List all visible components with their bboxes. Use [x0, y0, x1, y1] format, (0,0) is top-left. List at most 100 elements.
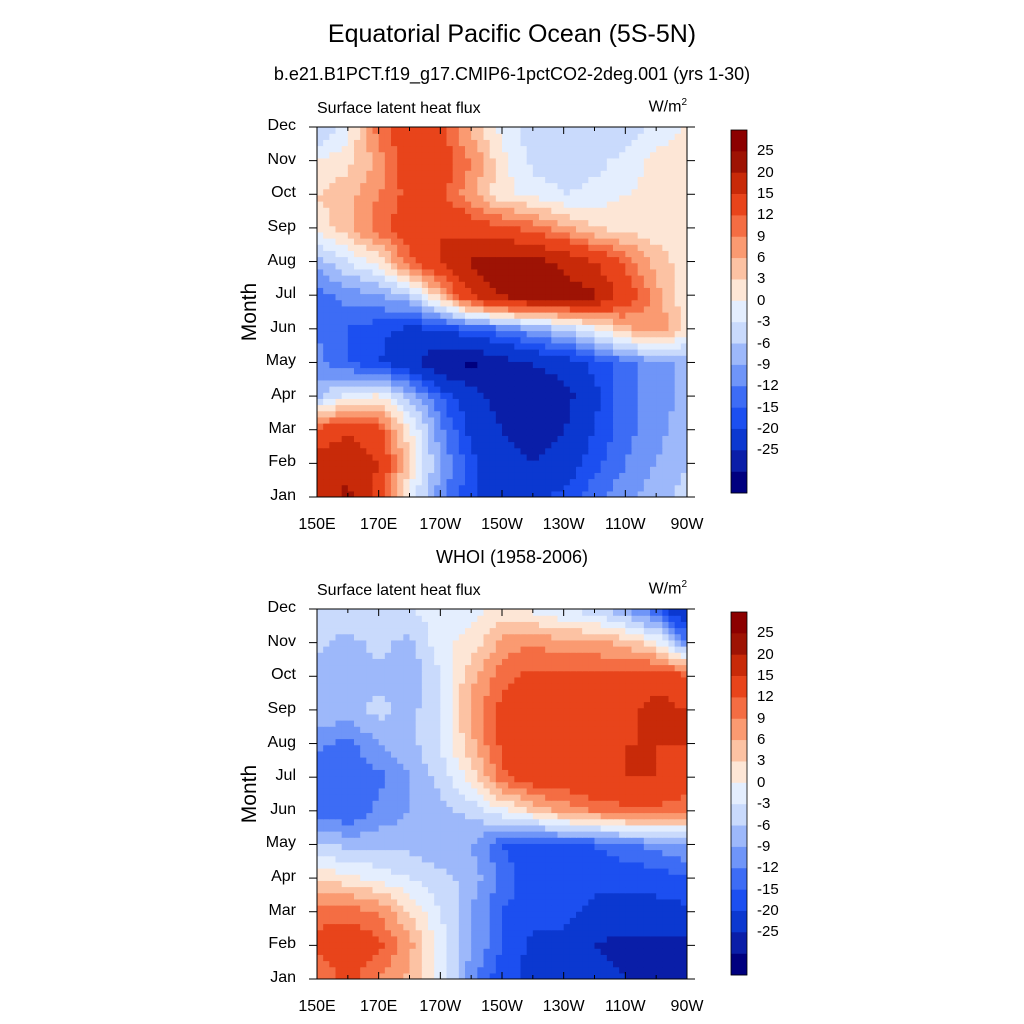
- heatmap-cell: [360, 176, 367, 184]
- heatmap-cell: [594, 460, 602, 467]
- heatmap-cell: [347, 342, 355, 350]
- heatmap-cell: [662, 225, 670, 233]
- heatmap-cell: [409, 231, 417, 239]
- heatmap-cell: [471, 225, 478, 233]
- heatmap-cell: [391, 855, 398, 863]
- heatmap-cell: [508, 868, 515, 875]
- heatmap-cell: [335, 299, 343, 307]
- heatmap-cell: [440, 367, 448, 375]
- heatmap-cell: [489, 880, 497, 888]
- heatmap-cell: [545, 176, 552, 184]
- heatmap-cell: [508, 460, 515, 467]
- heatmap-cell: [650, 164, 657, 171]
- heatmap-cell: [495, 429, 503, 436]
- heatmap-cell: [354, 207, 361, 214]
- heatmap-cell: [384, 194, 392, 202]
- heatmap-cell: [674, 127, 682, 134]
- heatmap-cell: [576, 312, 583, 319]
- heatmap-cell: [317, 935, 324, 943]
- heatmap-cell: [495, 318, 503, 325]
- heatmap-cell: [625, 275, 633, 282]
- heatmap-cell: [557, 256, 565, 264]
- heatmap-cell: [489, 453, 497, 461]
- heatmap-cell: [650, 275, 657, 282]
- heatmap-cell: [317, 929, 324, 937]
- heatmap-cell: [341, 868, 349, 875]
- heatmap-cell: [440, 416, 448, 424]
- heatmap-cell: [477, 250, 485, 258]
- heatmap-cell: [606, 207, 614, 214]
- heatmap-cell: [588, 466, 596, 473]
- heatmap-cell: [582, 355, 589, 362]
- heatmap-cell: [403, 416, 411, 424]
- heatmap-cell: [397, 911, 404, 918]
- heatmap-cell: [637, 874, 645, 881]
- heatmap-cell: [391, 207, 398, 214]
- heatmap-cell: [520, 133, 528, 140]
- heatmap-cell: [428, 972, 435, 979]
- heatmap-cell: [409, 416, 417, 424]
- heatmap-cell: [557, 355, 565, 362]
- heatmap-cell: [366, 929, 374, 937]
- heatmap-cell: [637, 324, 645, 332]
- heatmap-cell: [588, 423, 596, 430]
- heatmap-cell: [539, 386, 546, 393]
- heatmap-cell: [563, 447, 571, 455]
- heatmap-cell: [520, 478, 528, 486]
- heatmap-cell: [317, 225, 324, 233]
- heatmap-cell: [643, 305, 651, 313]
- heatmap-cell: [520, 966, 528, 974]
- heatmap-cell: [341, 966, 349, 974]
- heatmap-cell: [680, 139, 687, 147]
- heatmap-cell: [594, 855, 602, 863]
- heatmap-cell: [625, 917, 633, 925]
- heatmap-cell: [662, 256, 670, 264]
- heatmap-cell: [366, 917, 374, 925]
- heatmap-cell: [588, 157, 596, 165]
- heatmap-cell: [335, 250, 343, 258]
- heatmap-cell: [329, 145, 337, 153]
- heatmap-cell: [317, 367, 324, 375]
- heatmap-cell: [495, 472, 503, 480]
- heatmap-cell: [674, 225, 682, 233]
- heatmap-cell: [576, 898, 583, 906]
- heatmap-cell: [360, 460, 367, 467]
- heatmap-cell: [613, 287, 620, 295]
- heatmap-cell: [378, 250, 386, 258]
- heatmap-cell: [606, 386, 614, 393]
- heatmap-cell: [397, 404, 404, 412]
- heatmap-cell: [372, 176, 380, 184]
- heatmap-cell: [354, 892, 361, 900]
- heatmap-cell: [532, 305, 540, 313]
- heatmap-cell: [680, 194, 687, 202]
- heatmap-cell: [366, 490, 374, 497]
- heatmap-cell: [643, 287, 651, 295]
- heatmap-cell: [569, 484, 577, 492]
- heatmap-cell: [329, 330, 337, 338]
- heatmap-cell: [563, 386, 571, 393]
- heatmap-cell: [458, 225, 466, 233]
- heatmap-cell: [563, 948, 571, 955]
- heatmap-cell: [619, 305, 626, 313]
- heatmap-cell: [662, 250, 670, 258]
- colorbar-box: [731, 300, 747, 323]
- heatmap-cell: [662, 484, 670, 492]
- heatmap-cell: [495, 935, 503, 943]
- heatmap-cell: [434, 843, 441, 851]
- heatmap-cell: [471, 330, 478, 338]
- heatmap-cell: [680, 966, 687, 974]
- heatmap-cell: [502, 954, 509, 962]
- heatmap-cell: [656, 157, 663, 165]
- heatmap-cell: [329, 293, 337, 301]
- heatmap-cell: [489, 299, 497, 307]
- heatmap-cell: [551, 868, 559, 875]
- heatmap-cell: [397, 213, 404, 221]
- heatmap-cell: [662, 429, 670, 436]
- heatmap-cell: [613, 404, 620, 412]
- heatmap-cell: [625, 330, 633, 338]
- heatmap-cell: [582, 905, 589, 912]
- heatmap-cell: [378, 176, 386, 184]
- heatmap-cell: [428, 330, 435, 338]
- heatmap-cell: [428, 460, 435, 467]
- heatmap-cell: [465, 972, 472, 979]
